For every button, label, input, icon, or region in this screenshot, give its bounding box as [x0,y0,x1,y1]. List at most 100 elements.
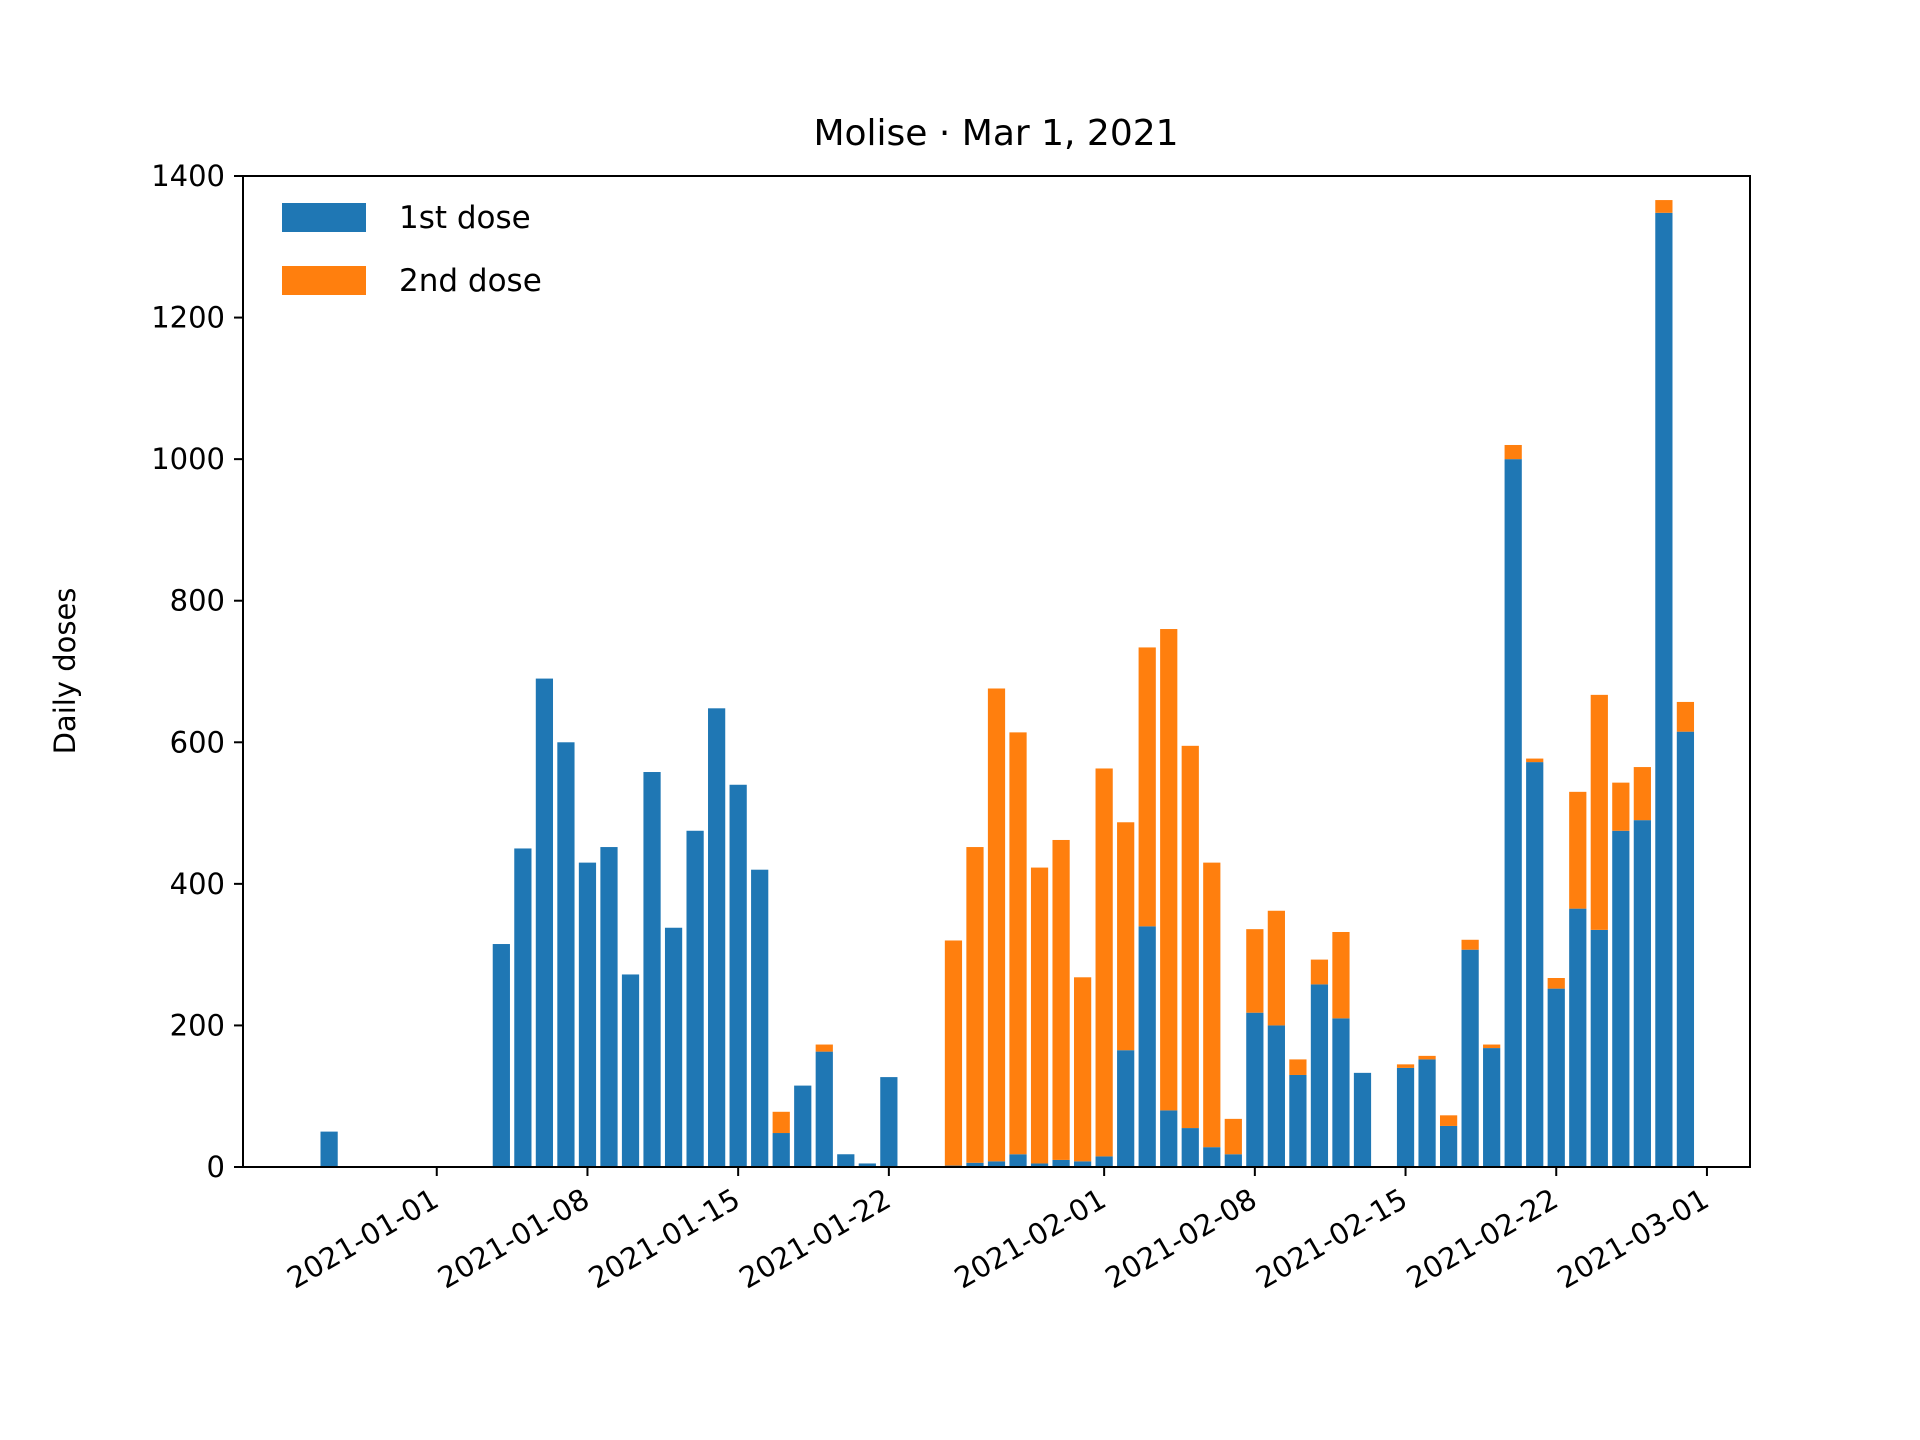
bar-2nd-dose [1160,629,1178,1111]
bar-1st-dose [815,1051,833,1167]
bar-2nd-dose [1676,701,1695,732]
bar-1st-dose [1461,949,1479,1167]
bar-1st-dose [1483,1048,1501,1167]
bar-1st-dose [1353,1072,1372,1167]
bar-1st-dose [880,1077,898,1167]
bar-1st-dose [1655,212,1673,1167]
bar-1st-dose [1612,830,1630,1167]
bar-2nd-dose [1117,822,1135,1051]
bar-1st-dose [1633,820,1651,1167]
bar-1st-dose [837,1154,855,1167]
bar-2nd-dose [1009,732,1027,1155]
y-tick-label: 1000 [151,442,225,476]
bar-1st-dose [1547,988,1565,1167]
bar-2nd-dose [1633,767,1651,821]
bar-2nd-dose [1289,1059,1307,1075]
bar-2nd-dose [987,688,1006,1162]
bar-2nd-dose [1547,978,1565,989]
bar-1st-dose [578,862,597,1167]
legend-swatch [282,266,366,295]
bar-1st-dose [966,1162,984,1167]
bar-1st-dose [600,847,618,1167]
bar-2nd-dose [1267,910,1285,1026]
bar-2nd-dose [1224,1118,1242,1155]
legend-swatch [282,203,366,232]
bar-1st-dose [1117,1050,1135,1167]
bar-1st-dose [1526,762,1544,1167]
bar-2nd-dose [1138,647,1156,927]
bar-2nd-dose [1030,867,1049,1164]
legend-label: 2nd dose [399,263,542,299]
bar-1st-dose [1224,1154,1242,1167]
bar-1st-dose [1504,459,1522,1168]
bar-2nd-dose [1461,939,1479,950]
bar-2nd-dose [1203,862,1221,1148]
bar-1st-dose [492,944,510,1167]
bar-1st-dose [1310,984,1329,1167]
bar-1st-dose [987,1161,1006,1167]
bar-1st-dose [708,708,726,1167]
x-tick-label: 2021-01-22 [733,1182,896,1296]
bar-1st-dose [772,1133,790,1167]
legend: 1st dose 2nd dose [282,200,542,299]
bar-1st-dose [858,1163,876,1167]
bar-1st-dose [1009,1154,1027,1167]
bar-1st-dose [557,742,575,1167]
bar-1st-dose [643,772,661,1167]
bar-2nd-dose [1655,200,1673,213]
bar-2nd-dose [944,940,963,1166]
bar-2nd-dose [1181,745,1199,1129]
bar-1st-dose [1676,731,1695,1167]
bar-2nd-dose [966,847,984,1163]
bar-1st-dose [514,848,532,1167]
bar-1st-dose [1203,1147,1221,1167]
bar-1st-dose [1052,1159,1070,1167]
bar-2nd-dose [1052,839,1070,1160]
y-tick-label: 600 [170,725,225,759]
bar-1st-dose [535,678,554,1167]
bar-1st-dose [320,1131,338,1167]
bar-1st-dose [729,784,747,1167]
bar-2nd-dose [1526,758,1544,763]
bar-1st-dose [794,1085,812,1167]
legend-label: 1st dose [399,200,531,236]
x-tick-label: 2021-03-01 [1551,1182,1714,1296]
plot-frame [242,175,1751,1168]
x-tick-label: 2021-01-01 [281,1182,444,1296]
bars-layer [320,200,1695,1168]
bar-2nd-dose [1569,791,1587,909]
bar-1st-dose [1095,1156,1113,1167]
x-tick-label: 2021-02-01 [949,1182,1112,1296]
bar-1st-dose [1439,1125,1458,1167]
y-axis-label: Daily doses [48,588,82,755]
y-tick-label: 0 [207,1150,225,1184]
bar-1st-dose [1418,1059,1436,1167]
bar-1st-dose [664,927,683,1167]
bar-1st-dose [1138,926,1156,1167]
bar-2nd-dose [1095,768,1113,1157]
bar-1st-dose [1160,1110,1178,1167]
y-tick-label: 200 [170,1008,225,1042]
chart-title: Molise · Mar 1, 2021 [813,113,1178,154]
bar-2nd-dose [1590,694,1608,930]
bar-2nd-dose [1332,931,1350,1019]
bar-1st-dose [1246,1012,1264,1167]
bar-1st-dose [1569,908,1587,1167]
bar-2nd-dose [1396,1064,1415,1068]
x-tick-label: 2021-01-08 [432,1182,595,1296]
bar-2nd-dose [815,1044,833,1052]
x-tick-label: 2021-02-08 [1099,1182,1262,1296]
y-tick-label: 1200 [151,301,225,335]
x-tick-label: 2021-02-22 [1401,1182,1564,1296]
bar-2nd-dose [1612,782,1630,831]
bar-1st-dose [1590,929,1608,1167]
bar-1st-dose [1332,1018,1350,1167]
x-axis-ticks: 2021-01-012021-01-082021-01-152021-01-22… [281,1167,1714,1295]
bar-1st-dose [621,974,640,1167]
y-tick-label: 1400 [151,159,225,193]
bar-2nd-dose [1504,444,1522,460]
bar-2nd-dose [1246,929,1264,1013]
bar-1st-dose [1267,1025,1285,1167]
bar-2nd-dose [772,1111,790,1134]
